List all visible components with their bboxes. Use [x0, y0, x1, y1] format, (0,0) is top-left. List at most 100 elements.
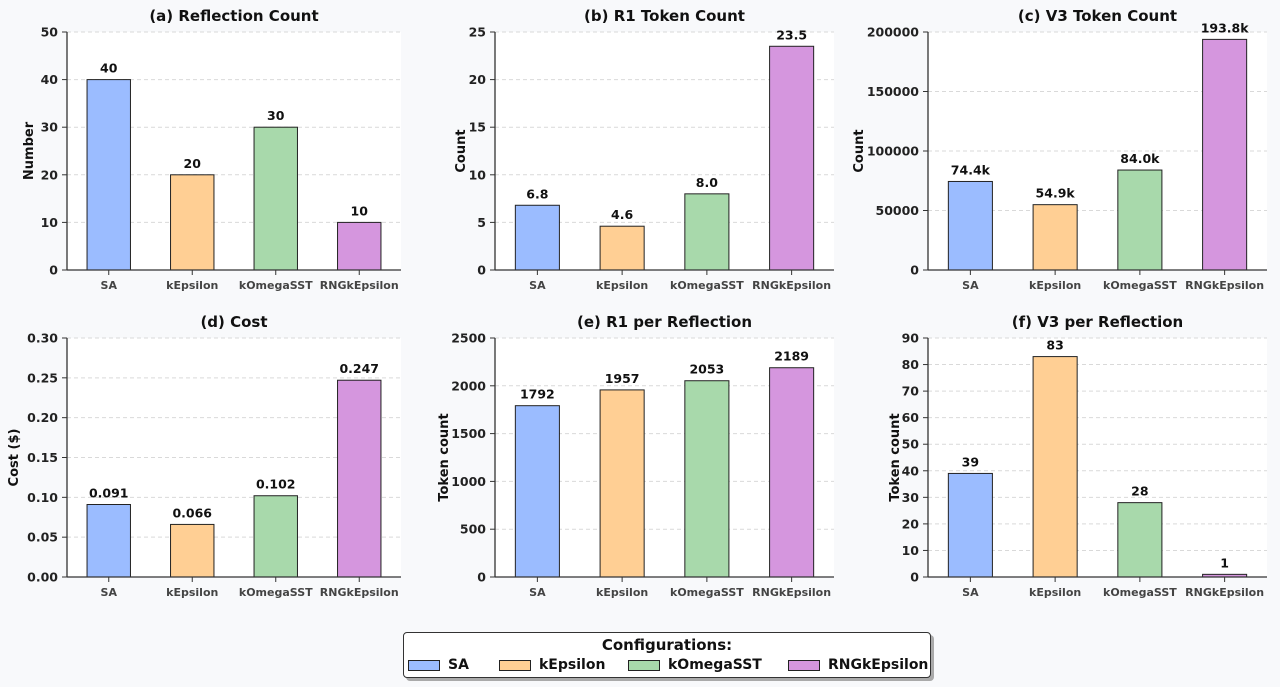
p2-value-label-kepsilon: 4.6: [611, 207, 633, 222]
p4-xtick-label-komegasst: kOmegaSST: [239, 586, 313, 599]
p6-ytick-label: 20: [902, 516, 920, 531]
p1-bar-rngkepsilon: [337, 221, 382, 271]
p5-ytick-label: 2000: [451, 378, 486, 393]
p5-ytick-label: 500: [460, 522, 486, 537]
p4-ytick-label: 0.05: [27, 530, 58, 545]
legend: Configurations: SA kEpsilon kOmegaSST RN…: [403, 632, 931, 678]
p6-ytick-label: 90: [902, 331, 920, 346]
legend-swatch-sa: [408, 660, 440, 671]
p4-value-label-sa: 0.091: [89, 486, 129, 501]
legend-swatch-kepsilon: [499, 660, 531, 671]
p3-value-label-sa: 74.4k: [951, 162, 991, 177]
p6-xtick-label-kepsilon: kEpsilon: [1029, 586, 1081, 599]
p3-xtick-label-kepsilon: kEpsilon: [1029, 279, 1081, 292]
p5-bar-kepsilon: [599, 389, 645, 578]
p5-bar-komegasst: [684, 380, 730, 578]
p2-ytick-label: 25: [469, 25, 486, 40]
p4-bar-rngkepsilon: [337, 379, 382, 578]
p6-ytick-label: 80: [902, 357, 920, 372]
p5-ytick-label: 1000: [451, 474, 486, 489]
p6-xtick-label-komegasst: kOmegaSST: [1103, 586, 1177, 599]
p3-value-label-kepsilon: 54.9k: [1036, 186, 1076, 201]
p6-ytick-label: 10: [902, 543, 920, 558]
p5-xtick-label-komegasst: kOmegaSST: [670, 586, 744, 599]
p4-bar-komegasst: [253, 495, 298, 578]
p4-ytick-label: 0.30: [27, 331, 58, 346]
legend-swatch-komegasst: [628, 660, 660, 671]
p3-ytick-label: 50000: [876, 203, 920, 218]
p4-title: (d) Cost: [200, 313, 267, 331]
p6-ytick-label: 70: [902, 384, 920, 399]
p5-value-label-kepsilon: 1957: [605, 371, 640, 386]
p2-value-label-sa: 6.8: [526, 186, 548, 201]
p2-xtick-label-sa: SA: [529, 279, 546, 292]
p1-xtick-label-komegasst: kOmegaSST: [239, 279, 313, 292]
p2-ylabel: Count: [454, 129, 469, 172]
p6-bar-kepsilon: [1032, 356, 1078, 578]
legend-swatch-rngkepsilon: [788, 660, 820, 671]
p6-value-label-komegasst: 28: [1131, 484, 1148, 499]
p2-ytick-label: 5: [477, 215, 486, 230]
p1-xtick-label-sa: SA: [101, 279, 118, 292]
p3-ytick-label: 0: [910, 263, 919, 278]
p5-xtick-label-kepsilon: kEpsilon: [596, 586, 648, 599]
p2-title: (b) R1 Token Count: [584, 7, 745, 25]
p1-xtick-label-rngkepsilon: RNGkEpsilon: [320, 279, 399, 292]
p1-bar-sa: [86, 79, 131, 271]
p3-xtick-label-rngkepsilon: RNGkEpsilon: [1185, 279, 1264, 292]
p3-ytick-label: 200000: [867, 25, 919, 40]
p5-value-label-sa: 1792: [520, 387, 555, 402]
p2-bar-rngkepsilon: [769, 45, 815, 271]
p2-bar-komegasst: [684, 193, 730, 271]
p2-bar-kepsilon: [599, 225, 645, 271]
p6-value-label-kepsilon: 83: [1046, 338, 1063, 353]
p1-value-label-komegasst: 30: [267, 108, 285, 123]
p4-ytick-label: 0.25: [27, 370, 58, 385]
p1-bar-kepsilon: [170, 174, 215, 271]
p3-ytick-label: 150000: [867, 84, 919, 99]
p5-ylabel: Token count: [437, 413, 452, 501]
p2-ytick-label: 15: [469, 120, 486, 135]
p6-value-label-rngkepsilon: 1: [1220, 555, 1229, 570]
legend-title: Configurations:: [601, 636, 733, 654]
p6-ytick-label: 40: [902, 463, 920, 478]
legend-label-komegasst: kOmegaSST: [668, 657, 762, 673]
p5-title: (e) R1 per Reflection: [577, 313, 752, 331]
p2-value-label-rngkepsilon: 23.5: [776, 27, 807, 42]
p6-ytick-label: 50: [902, 437, 920, 452]
p2-xtick-label-rngkepsilon: RNGkEpsilon: [752, 279, 831, 292]
p4-bar-sa: [86, 504, 131, 578]
p2-value-label-komegasst: 8.0: [696, 175, 718, 190]
p3-ytick-label: 100000: [867, 144, 919, 159]
p1-ytick-label: 40: [41, 72, 59, 87]
p6-ytick-label: 60: [902, 410, 920, 425]
p4-bar-kepsilon: [170, 523, 215, 578]
p6-xtick-label-sa: SA: [962, 586, 979, 599]
p1-ytick-label: 30: [41, 120, 59, 135]
p2-ytick-label: 10: [469, 167, 487, 182]
p6-bar-sa: [947, 472, 993, 578]
legend-label-kepsilon: kEpsilon: [539, 657, 606, 673]
p1-ytick-label: 50: [41, 25, 59, 40]
p5-value-label-rngkepsilon: 2189: [774, 349, 809, 364]
p3-bar-kepsilon: [1032, 204, 1078, 271]
p3-value-label-komegasst: 84.0k: [1120, 151, 1160, 166]
p3-xtick-label-komegasst: kOmegaSST: [1103, 279, 1177, 292]
p1-xtick-label-kepsilon: kEpsilon: [166, 279, 218, 292]
p5-ytick-label: 2500: [451, 331, 486, 346]
p4-xtick-label-rngkepsilon: RNGkEpsilon: [320, 586, 399, 599]
p1-title: (a) Reflection Count: [149, 7, 318, 25]
p6-title: (f) V3 per Reflection: [1012, 313, 1183, 331]
p6-ylabel: Token count: [888, 413, 903, 501]
p2-xtick-label-kepsilon: kEpsilon: [596, 279, 648, 292]
p5-bar-rngkepsilon: [769, 367, 815, 578]
p2-ytick-label: 20: [469, 72, 487, 87]
p1-value-label-sa: 40: [100, 61, 118, 76]
p4-xtick-label-sa: SA: [101, 586, 118, 599]
p1-ylabel: Number: [22, 121, 37, 180]
p5-value-label-komegasst: 2053: [689, 362, 724, 377]
p3-ylabel: Count: [852, 129, 867, 172]
p1-ytick-label: 20: [41, 167, 59, 182]
p4-value-label-komegasst: 0.102: [256, 477, 296, 492]
